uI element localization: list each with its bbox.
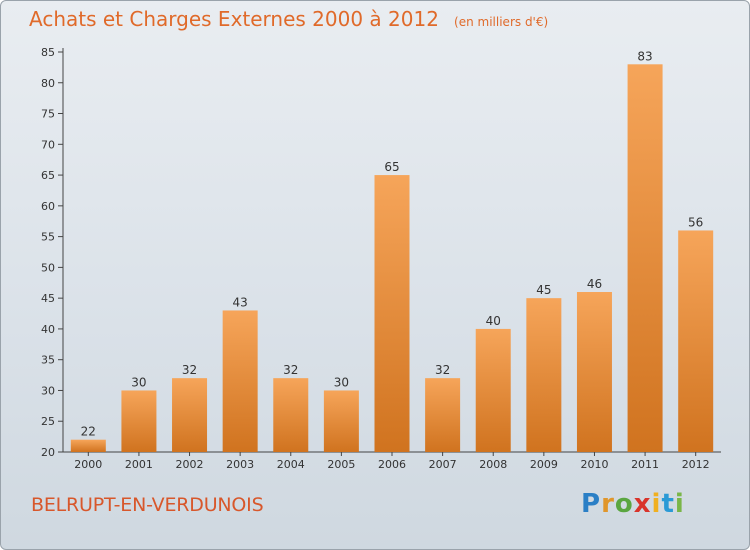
logo-letter: o [614,489,634,519]
chart-title-block: Achats et Charges Externes 2000 à 2012 (… [29,7,548,31]
bar[interactable] [678,230,714,452]
bar-value-label: 46 [587,277,602,291]
bar-group-2002: 32 2002 [172,363,208,471]
bar[interactable] [323,390,359,452]
logo-letter: P [581,489,602,519]
y-tick-label: 85 [41,46,55,59]
bar-group-2000: 22 2000 [70,425,106,471]
logo-letter: t [661,489,675,519]
chart-unit: (en milliers d'€) [454,15,549,29]
bar[interactable] [222,310,258,452]
bar-value-label: 30 [131,375,146,389]
bar[interactable] [425,378,461,452]
bar[interactable] [121,390,157,452]
x-tick-label: 2008 [479,458,507,471]
bar-value-label: 40 [486,314,501,328]
bar-value-label: 43 [233,295,248,309]
x-tick-label: 2006 [378,458,406,471]
y-tick-label: 75 [41,108,55,121]
bar-value-label: 32 [283,363,298,377]
y-tick-label: 55 [41,231,55,244]
bar-group-2006: 65 2006 [374,160,410,471]
bar-group-2008: 40 2008 [475,314,511,471]
bar-value-label: 45 [536,283,551,297]
logo-letter: r [601,489,615,519]
proxiti-logo[interactable]: Proxiti [581,489,685,519]
bar[interactable] [70,439,106,452]
bar-group-2007: 32 2007 [425,363,461,471]
bar-value-label: 32 [435,363,450,377]
x-tick-label: 2004 [277,458,305,471]
x-tick-label: 2011 [631,458,659,471]
bar[interactable] [576,292,612,452]
bar-value-label: 65 [384,160,399,174]
y-tick-label: 60 [41,200,55,213]
bar-value-label: 22 [81,425,96,439]
x-tick-label: 2000 [74,458,102,471]
y-tick-label: 45 [41,292,55,305]
x-tick-label: 2003 [226,458,254,471]
bar-group-2003: 43 2003 [222,295,258,471]
y-tick-label: 65 [41,169,55,182]
bar-group-2010: 46 2010 [576,277,612,471]
bar[interactable] [627,64,663,453]
x-tick-label: 2009 [530,458,558,471]
y-tick-label: 20 [41,446,55,459]
chart-bars: 22 2000 30 2001 32 2002 43 2003 32 2004 30 2005 65 20… [70,49,714,471]
x-tick-label: 2002 [176,458,204,471]
bar[interactable] [526,298,562,452]
x-tick-label: 2012 [682,458,710,471]
bar-value-label: 32 [182,363,197,377]
x-tick-label: 2005 [327,458,355,471]
y-tick-label: 30 [41,384,55,397]
chart-axes: 20 25 30 35 40 45 50 55 60 65 70 75 80 85 [41,46,721,459]
x-tick-label: 2001 [125,458,153,471]
bar-value-label: 56 [688,215,703,229]
y-tick-label: 25 [41,415,55,428]
bar-group-2005: 30 2005 [323,375,359,471]
y-tick-label: 35 [41,354,55,367]
logo-letter: i [651,489,662,519]
bar-value-label: 30 [334,375,349,389]
bar-value-label: 83 [637,49,652,63]
bar-group-2009: 45 2009 [526,283,562,471]
x-tick-label: 2007 [429,458,457,471]
commune-name: BELRUPT-EN-VERDUNOIS [31,494,264,516]
bar-group-2012: 56 2012 [678,215,714,471]
bar[interactable] [172,378,208,452]
y-tick-label: 80 [41,77,55,90]
logo-letter: x [633,489,652,519]
bar-group-2011: 83 2011 [627,49,663,471]
chart-title: Achats et Charges Externes 2000 à 2012 [29,7,439,31]
y-tick-label: 50 [41,261,55,274]
y-tick-label: 40 [41,323,55,336]
bar-group-2001: 30 2001 [121,375,157,471]
bar-group-2004: 32 2004 [273,363,309,471]
bar[interactable] [374,175,410,453]
bar[interactable] [475,328,511,452]
bar[interactable] [273,378,309,452]
y-tick-label: 70 [41,138,55,151]
x-tick-label: 2010 [580,458,608,471]
logo-letter: i [674,489,685,519]
